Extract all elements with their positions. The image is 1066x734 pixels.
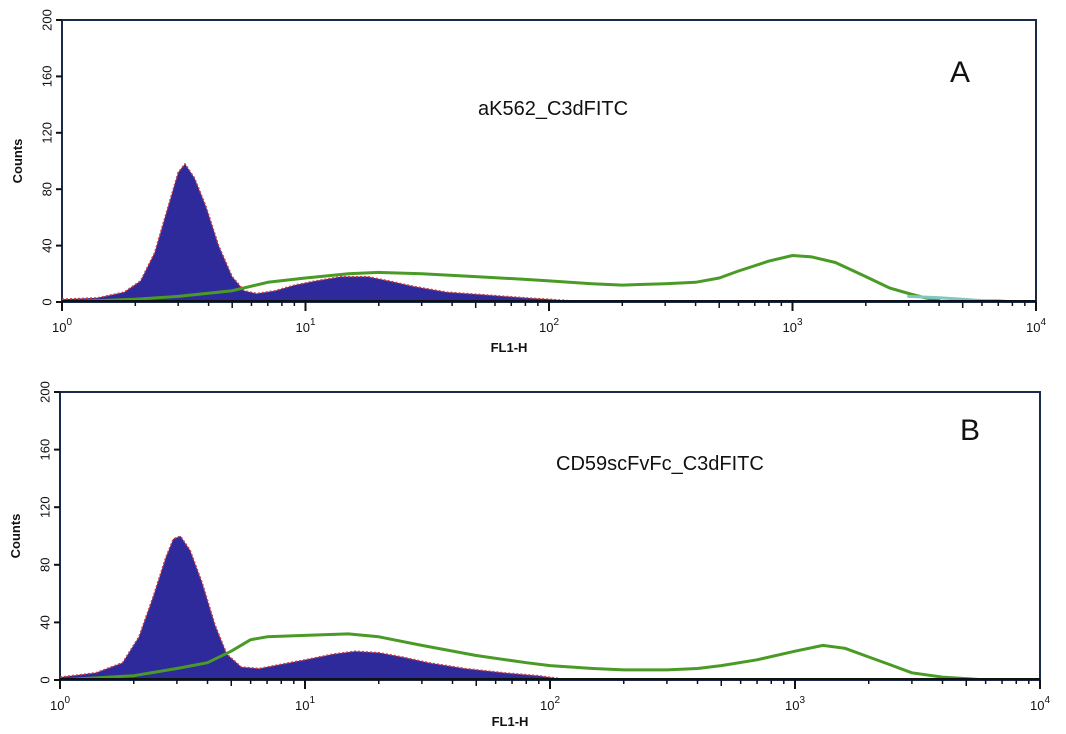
x-tick-label: 104 [1026,317,1046,335]
y-tick-label: 200 [39,9,54,31]
plot-frame [61,19,1037,303]
y-tick-label: 40 [39,238,54,252]
plot-frame [59,391,1041,681]
y-tick-label: 80 [39,182,54,196]
x-tick-label: 103 [782,317,802,335]
x-tick-label: 104 [1030,695,1050,713]
panel-a: 0 40 80 120 160 200 100 101 102 103 104 FL1-H Counts… [10,9,1046,355]
y-tick-label: 80 [37,558,52,572]
y-tick-label: 0 [37,676,52,683]
x-tick-label: 101 [295,695,315,713]
x-tick-label: 102 [540,695,560,713]
y-axis-label: Counts [8,514,23,559]
y-tick-label: 120 [37,496,52,518]
sample-histogram [62,254,941,302]
panel-title: CD59scFvFc_C3dFITC [556,453,764,475]
sample-histogram [60,632,988,680]
panel-title: aK562_C3dFITC [478,98,628,120]
panel-b: 0 40 80 120 160 200 100 101 102 103 104 FL1-H Counts… [8,381,1050,729]
y-tick-label: 120 [39,122,54,144]
x-tick-label: 100 [52,317,72,335]
x-tick-label: 101 [295,317,315,335]
y-tick-label: 200 [37,381,52,403]
x-tick-label: 100 [50,695,70,713]
x-axis-label: FL1-H [491,340,528,355]
y-tick-label: 40 [37,615,52,629]
control-histogram [60,535,587,680]
y-tick-label: 160 [39,66,54,88]
x-tick-label: 103 [785,695,805,713]
panel-letter: B [960,414,980,447]
y-tick-label: 0 [39,298,54,305]
plot-area [60,535,988,680]
panel-letter: A [950,56,970,89]
control-histogram [62,163,586,302]
y-tick-label: 160 [37,439,52,461]
y-axis-label: Counts [10,139,25,184]
x-tick-label: 102 [539,317,559,335]
x-axis-label: FL1-H [492,714,529,729]
